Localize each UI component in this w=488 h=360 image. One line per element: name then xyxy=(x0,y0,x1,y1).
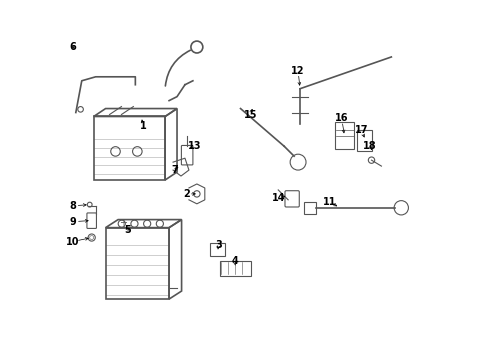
Text: 9: 9 xyxy=(69,217,76,227)
Text: 4: 4 xyxy=(231,256,238,266)
Text: 13: 13 xyxy=(188,141,201,151)
Text: 6: 6 xyxy=(69,42,76,52)
Text: 17: 17 xyxy=(354,125,367,135)
Text: 14: 14 xyxy=(271,193,285,203)
Text: 10: 10 xyxy=(66,237,80,247)
Text: 1: 1 xyxy=(140,121,146,131)
Text: 15: 15 xyxy=(243,109,257,120)
Text: +: + xyxy=(119,218,127,228)
Text: 16: 16 xyxy=(334,113,348,123)
Text: 12: 12 xyxy=(291,66,304,76)
Text: 18: 18 xyxy=(362,141,376,151)
Text: 7: 7 xyxy=(171,165,178,175)
Text: 3: 3 xyxy=(215,240,222,251)
Text: 2: 2 xyxy=(183,189,190,199)
Text: 5: 5 xyxy=(124,225,130,235)
Text: 8: 8 xyxy=(69,201,76,211)
Text: 11: 11 xyxy=(323,197,336,207)
